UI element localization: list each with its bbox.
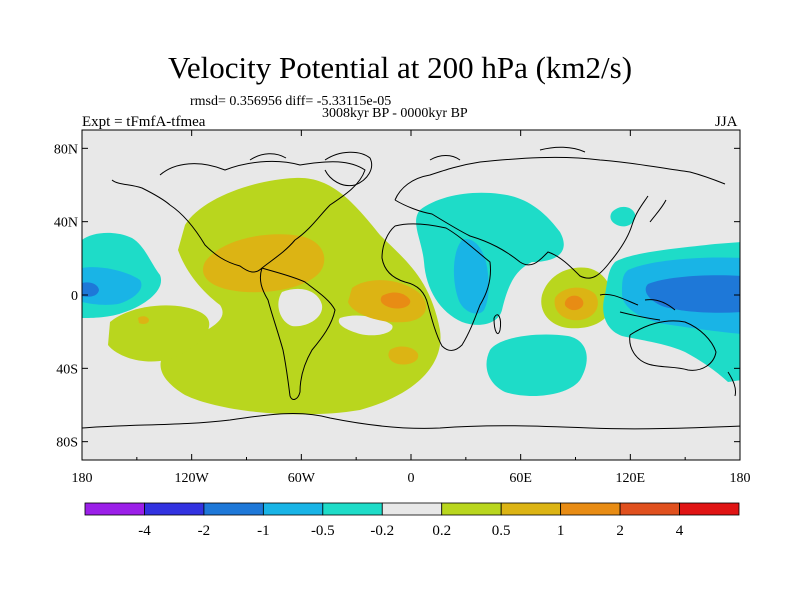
contour-orange-south-atlantic [388,346,419,365]
coastline-north-america [111,160,366,273]
coastline-madagascar [493,314,501,334]
y-tick-label: 40S [56,362,78,377]
colorbar-swatch [84,502,145,516]
colorbar-swatch [322,502,383,516]
coastline-south-america [259,267,336,400]
contour-negative-japan [610,206,636,227]
colorbar-swatch [381,502,443,516]
contour-negative-south-indian [486,334,587,396]
contour-darkorange-africa [380,292,411,309]
coastline-indonesia [599,293,676,321]
period-text: 3008kyr BP - 0000kyr BP [322,106,468,121]
colorbar-label: -0.2 [370,523,394,539]
colorbar-swatch [144,502,205,516]
colorbar-swatch [203,502,264,516]
chart-title: Velocity Potential at 200 hPa (km2/s) [167,50,633,85]
x-tick-label: 60W [288,471,316,486]
colorbar-label: -4 [138,523,151,539]
colorbar-label: 0.2 [432,523,451,539]
y-tick-label: 0 [71,289,78,304]
coastline-japan [649,199,667,223]
colorbar-label: -2 [198,523,211,539]
y-tick-label: 80S [56,436,78,451]
coastline-australia [629,320,717,371]
colorbar-label: 2 [616,523,624,539]
contour-orange-pacific-spot [138,316,149,324]
colorbar-label: 4 [676,523,684,539]
contour-positive-south-pacific [108,305,210,362]
colorbar-swatch [679,502,740,516]
stats-text: rmsd= 0.356956 diff= -5.33115e-05 [190,94,392,109]
colorbar-label: -1 [257,523,270,539]
y-tick-label: 40N [54,216,78,231]
experiment-label: Expt = tFmfA-tfmea [82,114,206,130]
x-tick-label: 180 [730,471,751,486]
contour-blue-east-pacific [82,267,142,305]
contour-darkorange-indian-ocean [564,295,584,311]
x-tick-label: 180 [72,471,93,486]
y-axis-ticks: 80N 40N 0 40S 80S [54,142,740,451]
coastline-europe-asia [394,156,726,279]
map-panel: 180 120W 60W 0 60E 120E 180 80N 40N 0 40S 80S [54,129,751,486]
contour-negative-eurasia-africa [416,192,564,325]
contour-darkblue-west-pacific [645,275,740,313]
x-axis-ticks: 180 120W 60W 0 60E 120E 180 [72,130,751,486]
colorbar-swatch [500,502,562,516]
contour-blue-east-africa [453,239,489,314]
x-tick-label: 60E [509,471,532,486]
colorbar: -4 -2 -1 -0.5 -0.2 0.2 0.5 1 2 4 [84,502,740,539]
colorbar-label: -0.5 [311,523,335,539]
colorbar-swatch [560,502,621,516]
x-tick-label: 120E [616,471,646,486]
colorbar-swatch [441,502,502,516]
x-tick-label: 0 [408,471,415,486]
coastlines [82,146,740,430]
contour-fields [82,177,740,415]
contour-darkblue-east-pacific [82,282,99,297]
coastline-greenland [324,151,373,187]
coastline-antarctica [82,413,740,430]
contour-neutral-atlantic [338,315,393,336]
coastline-new-zealand [727,371,736,397]
y-tick-label: 80N [54,142,78,157]
colorbar-swatch [262,502,324,516]
x-tick-label: 120W [175,471,210,486]
colorbar-swatch [619,502,680,516]
contour-neutral-brazil [278,288,323,327]
coastline-africa [381,223,491,351]
coastline-arctic-islands [249,146,586,161]
colorbar-label: 0.5 [492,523,511,539]
colorbar-label: 1 [557,523,565,539]
season-label: JJA [715,114,738,130]
